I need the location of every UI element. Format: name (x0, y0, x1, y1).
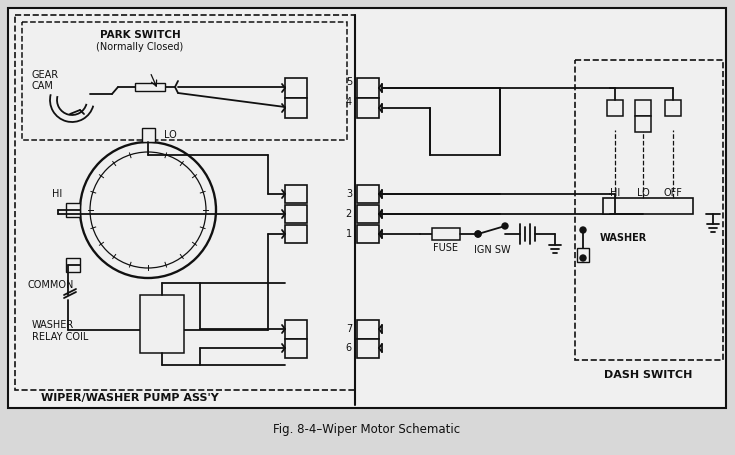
Text: WASHER: WASHER (32, 320, 74, 330)
Bar (22, 22, 347, 140)
Bar (357, 185, 379, 203)
Bar (357, 339, 379, 358)
Text: DASH SWITCH: DASH SWITCH (604, 370, 692, 380)
Bar (285, 78, 307, 98)
Circle shape (580, 227, 586, 233)
Bar (357, 320, 379, 339)
Text: 1: 1 (346, 229, 352, 239)
Bar (577, 248, 589, 262)
Text: IGN SW: IGN SW (473, 245, 510, 255)
Circle shape (475, 231, 481, 237)
Bar (665, 100, 681, 116)
Bar (603, 198, 693, 214)
Text: LO: LO (637, 188, 650, 198)
Bar (357, 98, 379, 118)
Text: HI: HI (51, 189, 62, 199)
Text: HI: HI (610, 188, 620, 198)
Text: COMMON: COMMON (28, 280, 74, 290)
Text: 3: 3 (346, 189, 352, 199)
Bar (635, 116, 651, 132)
Text: 5: 5 (345, 77, 352, 87)
Text: RELAY COIL: RELAY COIL (32, 332, 88, 342)
Text: 6: 6 (346, 343, 352, 353)
Bar (66, 258, 80, 272)
Bar (357, 78, 379, 98)
Bar (575, 60, 723, 360)
Bar (285, 185, 307, 203)
Text: CAM: CAM (32, 81, 54, 91)
Text: Fig. 8-4–Wiper Motor Schematic: Fig. 8-4–Wiper Motor Schematic (273, 424, 461, 436)
Bar (285, 320, 307, 339)
Text: GEAR: GEAR (32, 70, 59, 80)
Bar (607, 100, 623, 116)
Bar (142, 128, 155, 142)
Bar (432, 228, 460, 240)
Text: FUSE: FUSE (434, 243, 459, 253)
Text: WIPER/WASHER PUMP ASS'Y: WIPER/WASHER PUMP ASS'Y (41, 393, 219, 403)
Bar (285, 205, 307, 223)
Bar (285, 339, 307, 358)
Bar (357, 225, 379, 243)
Bar (635, 100, 651, 116)
Bar (135, 83, 165, 91)
Bar (8, 8, 726, 408)
Bar (66, 203, 80, 217)
Text: PARK SWITCH: PARK SWITCH (100, 30, 180, 40)
Text: WASHER: WASHER (600, 233, 648, 243)
Bar (357, 205, 379, 223)
Text: (Normally Closed): (Normally Closed) (96, 42, 184, 52)
Bar (285, 98, 307, 118)
Text: LO: LO (164, 130, 176, 140)
Bar (140, 295, 184, 353)
Text: OFF: OFF (664, 188, 682, 198)
Text: 4: 4 (346, 97, 352, 107)
Text: 2: 2 (345, 209, 352, 219)
Text: 7: 7 (345, 324, 352, 334)
Circle shape (502, 223, 508, 229)
Circle shape (475, 231, 481, 237)
Circle shape (580, 255, 586, 261)
Bar (15, 15, 355, 390)
Bar (285, 225, 307, 243)
